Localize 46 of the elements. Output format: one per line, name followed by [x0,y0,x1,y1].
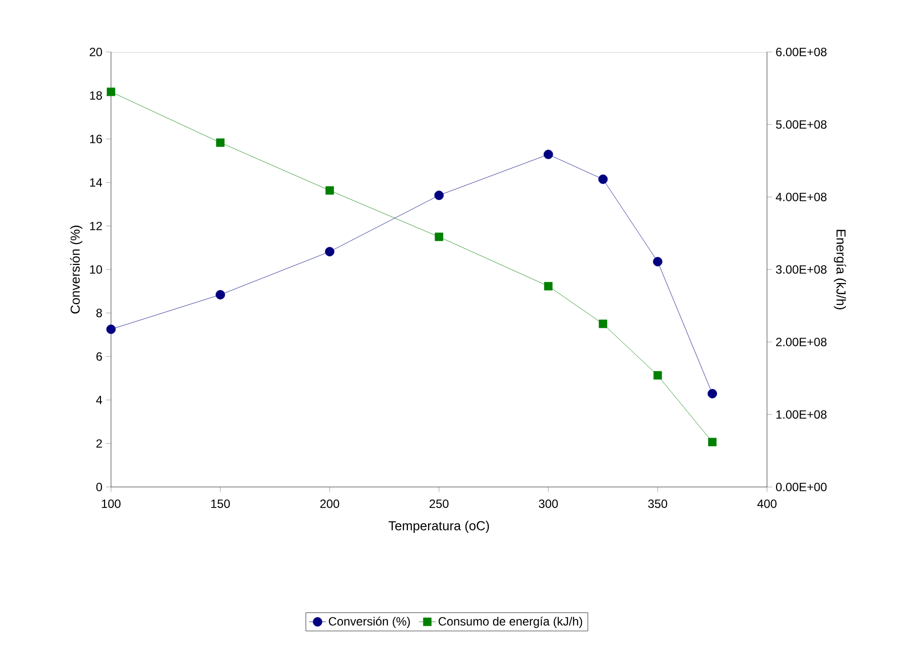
y2-tick-label: 5.00E+08 [776,120,827,129]
y2-tick-label: 6.00E+08 [776,48,827,56]
y-tick-label: 18 [90,91,102,100]
y2-tick-label: 4.00E+08 [776,192,827,202]
x-tick-label: 100 [102,500,121,508]
legend-label: Consumo de energía (kJ/h) [438,616,582,628]
y-axis-title: Conversión (%) [70,226,82,314]
x-tick-label: 150 [211,500,230,508]
y-tick-label: 20 [90,48,102,56]
legend-label: Conversión (%) [328,616,410,628]
point [544,282,553,290]
y2-tick-label: 3.00E+08 [776,265,827,274]
x-tick-label: 350 [648,500,668,508]
y-tick-label: 14 [90,178,102,187]
y-tick-label: 12 [90,222,102,230]
point [708,388,718,398]
point [325,186,334,195]
point [216,138,225,147]
y-tick-label: 10 [90,265,102,274]
x-tick-label: 250 [430,500,449,508]
point [434,190,444,200]
y-tick-label: 0 [96,482,102,492]
point [434,232,444,242]
y-tick-label: 8 [96,308,102,318]
point [106,324,116,334]
x-tick-label: 400 [757,500,777,508]
x-axis-title: Temperatura (oC) [388,520,489,533]
point [544,150,554,160]
y2-tick-label: 1.00E+08 [776,410,827,419]
y-tick-label: 6 [96,352,102,361]
point [216,290,226,300]
y2-axis-title: Energía (kJ/h) [834,230,846,310]
x-tick-label: 300 [538,500,558,508]
point [708,438,717,446]
y-tick-label: 4 [96,396,102,404]
y-tick-label: 16 [90,134,102,144]
point [324,246,334,256]
y2-tick-label: 0.00E+00 [776,482,827,492]
y2-tick-label: 2.00E+08 [776,338,827,346]
x-tick-label: 200 [320,500,340,508]
y-tick-label: 2 [96,439,102,448]
point [598,320,608,328]
point [598,174,608,184]
point [106,88,116,96]
point [652,256,662,266]
point [653,371,662,380]
